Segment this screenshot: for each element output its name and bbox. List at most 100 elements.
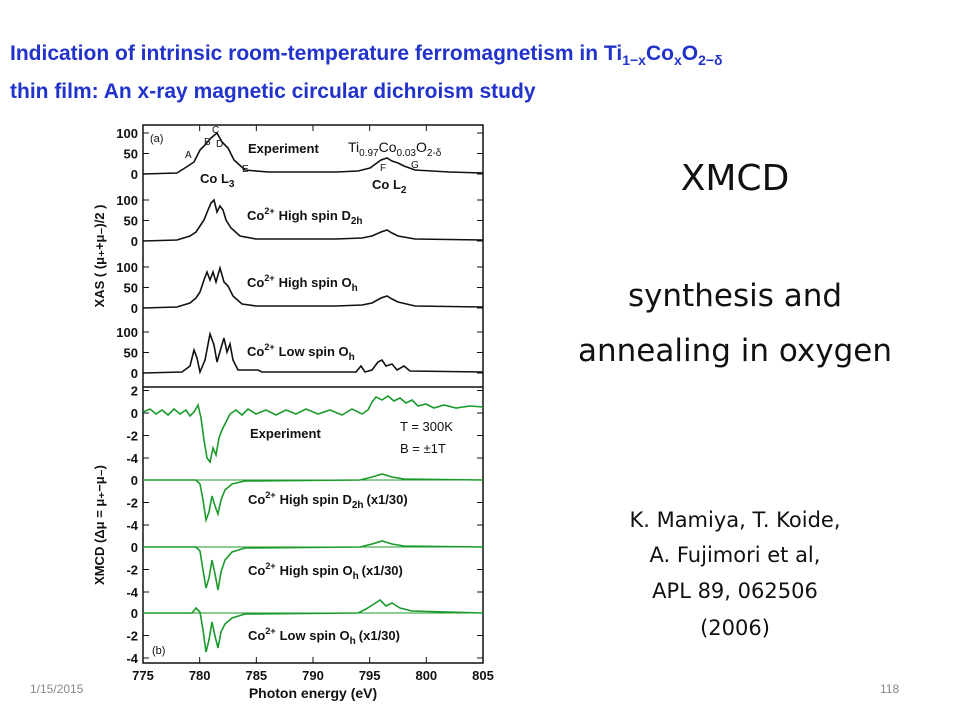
y-tick-label: 100: [116, 325, 138, 340]
y-tick-label: 50: [124, 346, 138, 361]
condition: T = 300K: [400, 419, 453, 434]
ion: Co: [247, 208, 264, 223]
x-axis-label: Photon energy (eV): [249, 685, 377, 701]
xmcd-curve: [143, 540, 484, 591]
symmetry: h: [353, 571, 359, 582]
xmcd-curve: [143, 598, 484, 653]
symmetry: h: [350, 636, 356, 647]
xmcd-curve: [143, 473, 484, 524]
peak-letter: D: [216, 139, 223, 150]
title-sub: 1−x: [622, 52, 646, 69]
spectrum-label: Co2+ Low spin Oh: [247, 342, 355, 363]
x-tick-label: 800: [415, 668, 437, 683]
charge: 2+: [264, 273, 274, 283]
charge: 2+: [264, 206, 274, 216]
x-tick-label: 780: [189, 668, 211, 683]
edge-label: Co L3: [200, 171, 235, 190]
y-tick-label: 0: [131, 301, 138, 316]
charge: 2+: [265, 561, 275, 571]
y-tick-label: 50: [124, 214, 138, 229]
y-tick-label: 50: [124, 281, 138, 296]
y-tick-label: 0: [131, 473, 138, 488]
y-tick-label: -2: [126, 496, 138, 511]
symmetry: 2h: [351, 216, 363, 227]
symmetry: h: [349, 352, 355, 363]
reference: APL 89, 062506: [652, 579, 818, 603]
charge: 2+: [265, 490, 275, 500]
xas-curves: [142, 131, 484, 375]
reference: K. Mamiya, T. Koide,: [629, 508, 841, 532]
spectrum-label: Co2+ High spin Oh: [247, 273, 358, 294]
y-tick-label: 0: [131, 366, 138, 381]
y-tick-label: 0: [131, 540, 138, 555]
peak-letter: G: [411, 160, 419, 171]
symmetry: h: [352, 283, 358, 294]
x-tick-label: 785: [245, 668, 267, 683]
scale: (x1/30): [359, 628, 400, 643]
xas-curve: [142, 198, 484, 242]
edge: Co L: [200, 171, 229, 186]
state: High spin O: [279, 275, 352, 290]
spectrum-label: Experiment: [250, 426, 321, 441]
peak-letter: C: [212, 125, 219, 136]
y-tick-label: -4: [126, 518, 138, 533]
formula-sub: 0.03: [397, 148, 417, 159]
y-axis-label: XAS ( (μ₊+μ₋)/2 ): [92, 205, 107, 308]
x-tick-label: 795: [359, 668, 381, 683]
title-sub: x: [673, 52, 682, 69]
page-number: 118: [880, 682, 900, 696]
state: High spin O: [280, 563, 353, 578]
condition: B = ±1T: [400, 441, 446, 456]
title-text: Co: [645, 42, 674, 65]
footer-date: 1/15/2015: [30, 682, 84, 696]
state: Low spin O: [279, 344, 349, 359]
spectrum-label: Co2+ High spin D2h (x1/30): [248, 490, 408, 511]
compound: Ti0.97Co0.03O2-δ: [348, 139, 442, 159]
y-tick-label: -4: [126, 451, 138, 466]
peak-letters: A B C D E F G: [185, 125, 419, 175]
y-tick-label: 50: [124, 147, 138, 162]
y-tick-label: 100: [116, 260, 138, 275]
peak-letter: F: [380, 163, 386, 174]
x-tick-label: 775: [132, 668, 154, 683]
title-text: Indication of intrinsic room-temperature…: [10, 42, 623, 65]
formula-part: Co: [379, 139, 397, 155]
y-tick-label: 2: [131, 384, 138, 399]
y-tick-label: 0: [131, 234, 138, 249]
heading: XMCD: [680, 158, 790, 199]
formula-sub: 0.97: [359, 148, 379, 159]
y-axis-label: XMCD (Δμ = μ₊−μ₋): [92, 465, 107, 585]
peak-letter: E: [242, 164, 249, 175]
ion: Co: [248, 563, 265, 578]
edge-sub: 2: [401, 185, 407, 196]
title-text: thin film: An x-ray magnetic circular di…: [10, 80, 536, 104]
spectrum-label: Co2+ High spin Oh (x1/30): [248, 561, 403, 582]
y-tick-label: -2: [126, 563, 138, 578]
state: High spin D: [280, 492, 352, 507]
y-tick-label: 0: [131, 606, 138, 621]
y-tick-label: 100: [116, 126, 138, 141]
reference: A. Fujimori et al,: [649, 543, 821, 567]
charge: 2+: [264, 342, 274, 352]
symmetry: 2h: [352, 500, 364, 511]
x-tick-label: 805: [472, 668, 494, 683]
slide-title: Indication of intrinsic room-temperature…: [10, 38, 960, 108]
y-tick-label: -4: [126, 585, 138, 600]
spectrum-label: Co2+ High spin D2h: [247, 206, 363, 227]
ion: Co: [248, 628, 265, 643]
edge: Co L: [372, 177, 401, 192]
panel-label: (b): [152, 645, 165, 657]
panel-label: (a): [150, 133, 163, 145]
edge-label: Co L2: [372, 177, 407, 196]
xmcd-curves: [142, 395, 484, 653]
y-tick-label: 100: [116, 193, 138, 208]
title-text: O: [681, 42, 699, 65]
method: synthesis and: [627, 278, 843, 314]
ion: Co: [247, 344, 264, 359]
xas-curve: [142, 131, 484, 175]
ion: Co: [248, 492, 265, 507]
y-tick-label: 0: [131, 167, 138, 182]
y-tick-label: 0: [131, 406, 138, 421]
